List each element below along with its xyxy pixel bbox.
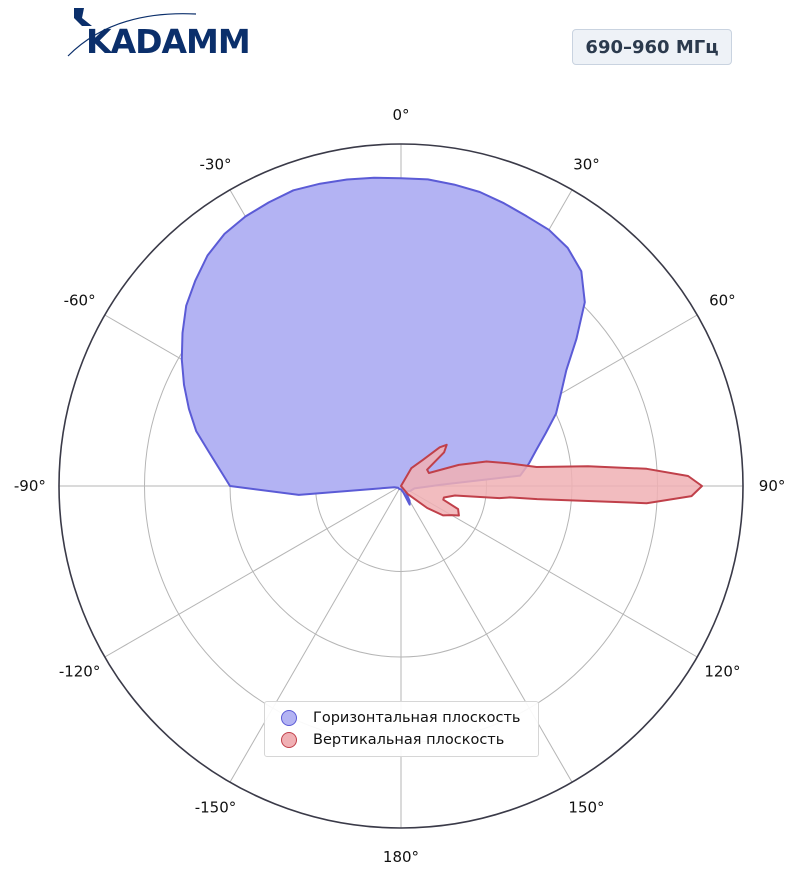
- legend-item-vertical: Вертикальная плоскость: [281, 729, 504, 751]
- chart-legend: Горизонтальная плоскость Вертикальная пл…: [264, 701, 539, 757]
- brand-logo: KADAMM: [66, 8, 266, 64]
- angle-tick-label: -90°: [14, 477, 46, 495]
- angle-tick-label: 90°: [759, 477, 786, 495]
- angle-tick-label: -120°: [59, 663, 101, 681]
- series-layer: [180, 176, 703, 517]
- angle-gridline: [400, 485, 573, 783]
- logo-swoosh-icon: [67, 8, 197, 57]
- angle-tick-label: 0°: [392, 106, 409, 124]
- angle-tick-labels: 0° 30° 60° 90° 120° 150° 180° -150° -120° -90° -60…: [14, 106, 785, 866]
- angle-tick-label: 30°: [573, 156, 600, 174]
- legend-label-horizontal: Горизонтальная плоскость: [313, 710, 521, 726]
- legend-swatch-horizontal: [281, 710, 297, 726]
- angle-tick-label: 180°: [383, 848, 419, 866]
- legend-item-horizontal: Горизонтальная плоскость: [281, 707, 520, 729]
- polar-frame: [58, 143, 744, 829]
- legend-swatch-vertical: [281, 732, 297, 748]
- series-area-vertical: [400, 443, 703, 517]
- angle-tick-label: -60°: [64, 292, 96, 310]
- angle-tick-label: -30°: [200, 156, 232, 174]
- series-area-horizontal: [180, 176, 586, 506]
- brand-name: KADAMM: [86, 22, 251, 61]
- angle-tick-label: 60°: [709, 292, 736, 310]
- angle-gridline: [229, 485, 402, 783]
- angle-tick-label: 120°: [704, 663, 740, 681]
- frequency-badge: 690–960 МГц: [572, 29, 732, 65]
- legend-label-vertical: Вертикальная плоскость: [313, 732, 505, 748]
- angle-tick-label: -150°: [195, 798, 237, 816]
- angle-gridline: [104, 485, 402, 658]
- angle-tick-label: 150°: [568, 798, 604, 816]
